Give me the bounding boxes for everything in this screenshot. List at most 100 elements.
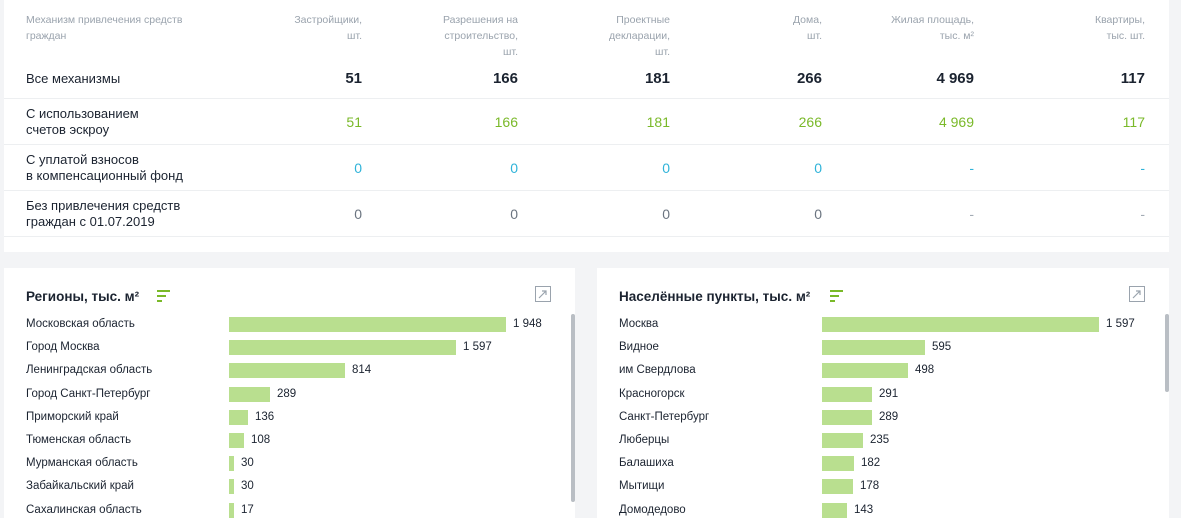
column-header-line: шт. bbox=[503, 46, 518, 58]
cities-scrollbar[interactable] bbox=[1165, 314, 1169, 392]
column-header-line: шт. bbox=[807, 30, 822, 42]
column-header-line: декларации, bbox=[609, 30, 670, 42]
bar-value: 136 bbox=[255, 410, 275, 423]
table-header-row: Механизм привлечения средств граждан Застр… bbox=[4, 0, 1169, 60]
bar-value: 289 bbox=[277, 387, 297, 400]
mechanisms-table-card: Механизм привлечения средств граждан Застр… bbox=[4, 0, 1169, 252]
bar-label: Московская область bbox=[26, 318, 135, 330]
bar-row[interactable]: Забайкальский край 30 bbox=[4, 477, 575, 500]
column-header-line: Квартиры, bbox=[1094, 14, 1145, 26]
row-label: С уплатой взносов в компенсационный фонд bbox=[4, 144, 224, 191]
table-row: С использованием счетов эскроу 51 166 181 266… bbox=[4, 98, 1169, 145]
row-label-line: счетов эскроу bbox=[26, 121, 110, 137]
cell-apartments: 117 bbox=[998, 60, 1169, 99]
regions-bar-list: Московская область 1 948 Город Москва 1 597… bbox=[4, 315, 575, 518]
bar-row[interactable]: Видное 595 bbox=[597, 338, 1169, 361]
column-header-line: тыс. шт. bbox=[1106, 30, 1145, 42]
table-row: С уплатой взносов в компенсационный фонд 0… bbox=[4, 144, 1169, 191]
bar-row[interactable]: Сахалинская область 17 bbox=[4, 501, 575, 518]
bar-label: Ленинградская область bbox=[26, 364, 153, 377]
expand-icon[interactable] bbox=[1129, 286, 1145, 302]
bar-label: Люберцы bbox=[619, 433, 670, 446]
bar-row[interactable]: Москва 1 597 bbox=[597, 315, 1169, 338]
cell-living-area: 4 969 bbox=[846, 98, 998, 145]
bar-row[interactable]: Тюменская область 108 bbox=[4, 431, 575, 454]
bar-row[interactable]: Санкт-Петербург 289 bbox=[597, 408, 1169, 431]
bar-row[interactable]: Приморский край 136 bbox=[4, 408, 575, 431]
bar bbox=[229, 456, 234, 472]
bar-value: 108 bbox=[251, 433, 271, 446]
regions-scrollbar[interactable] bbox=[571, 314, 575, 502]
cell-developers: 51 bbox=[224, 98, 386, 145]
table-row: Все механизмы 51 166 181 266 4 969 117 bbox=[4, 60, 1169, 99]
bar-value: 143 bbox=[854, 503, 874, 516]
bar-label: Забайкальский край bbox=[26, 480, 134, 493]
bar-label: Санкт-Петербург bbox=[619, 410, 710, 423]
column-header-line: граждан bbox=[26, 30, 67, 42]
bar-row[interactable]: Мытищи 178 bbox=[597, 477, 1169, 500]
bar bbox=[822, 386, 872, 402]
bar-value: 1 948 bbox=[513, 318, 542, 330]
cell-declarations: 181 bbox=[542, 98, 694, 145]
row-label-line: Без привлечения средств bbox=[26, 197, 181, 213]
bar-row[interactable]: им Свердлова 498 bbox=[597, 361, 1169, 384]
bar-row[interactable]: Московская область 1 948 bbox=[4, 315, 575, 338]
row-label: Все механизмы bbox=[4, 60, 224, 99]
sort-lines-icon[interactable] bbox=[157, 290, 170, 302]
bar-row[interactable]: Красногорск 291 bbox=[597, 385, 1169, 408]
cities-bar-list: Москва 1 597 Видное 595 им Свердлова 498 Красн… bbox=[597, 315, 1169, 518]
bar-value: 178 bbox=[860, 480, 880, 493]
cell-living-area: 4 969 bbox=[846, 60, 998, 99]
cell-houses: 266 bbox=[694, 60, 846, 99]
bar-row[interactable]: Люберцы 235 bbox=[597, 431, 1169, 454]
row-label-line: Все механизмы bbox=[26, 71, 121, 86]
bar-label: Приморский край bbox=[26, 410, 119, 423]
bar-label: им Свердлова bbox=[619, 364, 696, 377]
bar-value: 1 597 bbox=[1106, 318, 1135, 330]
bar-label: Сахалинская область bbox=[26, 503, 142, 516]
bar-row[interactable]: Балашиха 182 bbox=[597, 454, 1169, 477]
cell-living-area: - bbox=[846, 190, 998, 237]
expand-icon[interactable] bbox=[535, 286, 551, 302]
bar-row[interactable]: Город Москва 1 597 bbox=[4, 338, 575, 361]
bar-label: Мурманская область bbox=[26, 457, 138, 470]
sort-lines-icon[interactable] bbox=[830, 290, 843, 302]
bar bbox=[822, 456, 854, 472]
row-label: Без привлечения средств граждан с 01.07.2… bbox=[4, 190, 224, 237]
column-header-line: Механизм привлечения средств bbox=[26, 14, 183, 26]
bar bbox=[822, 479, 853, 495]
bar bbox=[229, 502, 234, 518]
bar bbox=[229, 340, 456, 356]
bar-label: Москва bbox=[619, 318, 659, 330]
column-header-living-area: Жилая площадь, тыс. м² bbox=[846, 0, 998, 60]
cell-developers: 51 bbox=[224, 60, 386, 99]
row-label-line: С уплатой взносов bbox=[26, 151, 139, 167]
bar bbox=[229, 409, 248, 425]
regions-chart-card: Регионы, тыс. м² Московская область 1 948… bbox=[4, 268, 575, 518]
bar bbox=[229, 432, 244, 448]
row-label-line: в компенсационный фонд bbox=[26, 167, 183, 183]
bar-label: Город Москва bbox=[26, 341, 100, 354]
bar-row[interactable]: Ленинградская область 814 bbox=[4, 361, 575, 384]
bar-value: 814 bbox=[352, 364, 372, 377]
bar bbox=[229, 317, 506, 332]
cell-declarations: 181 bbox=[542, 60, 694, 99]
column-header-line: Разрешения на bbox=[442, 14, 518, 26]
column-header-mechanism: Механизм привлечения средств граждан bbox=[4, 0, 224, 60]
bar bbox=[822, 340, 925, 356]
bar-row[interactable]: Домодедово 143 bbox=[597, 501, 1169, 518]
bar-value: 30 bbox=[241, 480, 254, 493]
cell-living-area: - bbox=[846, 144, 998, 191]
bar-label: Мытищи bbox=[619, 480, 665, 493]
cell-declarations: 0 bbox=[542, 144, 694, 191]
row-label-line: С использованием bbox=[26, 105, 139, 121]
cities-chart-title: Населённые пункты, тыс. м² bbox=[619, 289, 811, 304]
column-header-houses: Дома, шт. bbox=[694, 0, 846, 60]
bar-value: 182 bbox=[861, 457, 881, 470]
bar-row[interactable]: Мурманская область 30 bbox=[4, 454, 575, 477]
bar-row[interactable]: Город Санкт-Петербург 289 bbox=[4, 385, 575, 408]
column-header-permits: Разрешения на строительство, шт. bbox=[386, 0, 542, 60]
cell-apartments: - bbox=[998, 190, 1169, 237]
cell-apartments: 117 bbox=[998, 98, 1169, 145]
column-header-line: Жилая площадь, bbox=[891, 14, 974, 26]
